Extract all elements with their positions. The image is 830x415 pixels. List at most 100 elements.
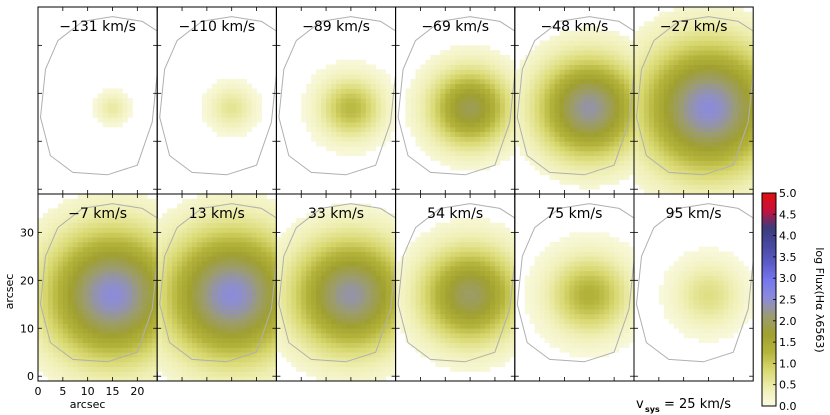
- flux-pixel: [117, 299, 123, 305]
- flux-pixel: [132, 357, 138, 363]
- flux-pixel: [47, 246, 54, 252]
- flux-pixel: [77, 323, 84, 329]
- flux-pixel: [82, 333, 89, 339]
- flux-pixel: [72, 333, 79, 339]
- flux-pixel: [306, 294, 312, 300]
- flux-pixel: [256, 227, 262, 233]
- flux-pixel: [629, 131, 634, 137]
- flux-pixel: [42, 265, 49, 272]
- flux-pixel: [251, 357, 257, 363]
- flux-pixel: [107, 241, 113, 248]
- flux-pixel: [221, 237, 228, 243]
- flux-pixel: [539, 45, 545, 51]
- flux-pixel: [688, 59, 694, 65]
- flux-pixel: [231, 371, 238, 377]
- flux-pixel: [331, 122, 337, 128]
- flux-pixel: [475, 93, 481, 99]
- flux-pixel: [599, 141, 605, 147]
- flux-pixel: [693, 112, 699, 118]
- flux-pixel: [92, 357, 98, 363]
- flux-pixel: [226, 347, 233, 353]
- flux-pixel: [743, 122, 749, 128]
- flux-pixel: [340, 88, 347, 94]
- flux-pixel: [241, 289, 247, 296]
- flux-pixel: [723, 54, 729, 61]
- flux-pixel: [77, 237, 84, 243]
- flux-pixel: [291, 289, 297, 296]
- flux-pixel: [326, 126, 332, 133]
- flux-pixel: [544, 83, 550, 89]
- flux-pixel: [251, 208, 257, 214]
- flux-pixel: [619, 150, 625, 157]
- flux-pixel: [420, 74, 426, 80]
- flux-pixel: [693, 21, 699, 27]
- flux-pixel: [678, 112, 685, 118]
- flux-pixel: [435, 98, 441, 104]
- flux-pixel: [326, 112, 332, 118]
- flux-pixel: [142, 251, 148, 257]
- flux-pixel: [261, 333, 267, 339]
- flux-pixel: [187, 251, 193, 257]
- flux-pixel: [564, 88, 570, 94]
- flux-pixel: [653, 78, 660, 85]
- flux-pixel: [524, 78, 531, 85]
- flux-pixel: [494, 50, 501, 56]
- flux-pixel: [236, 222, 243, 228]
- flux-pixel: [564, 179, 570, 185]
- flux-pixel: [67, 352, 74, 358]
- flux-pixel: [460, 136, 466, 142]
- flux-pixel: [574, 69, 580, 75]
- flux-pixel: [251, 309, 257, 315]
- flux-pixel: [499, 122, 506, 128]
- flux-pixel: [370, 112, 377, 118]
- flux-pixel: [579, 174, 585, 181]
- flux-pixel: [668, 45, 675, 51]
- flux-pixel: [177, 299, 183, 305]
- flux-pixel: [594, 83, 600, 89]
- flux-pixel: [534, 131, 541, 137]
- flux-pixel: [271, 222, 277, 228]
- flux-pixel: [609, 64, 615, 70]
- flux-pixel: [365, 376, 372, 381]
- flux-pixel: [683, 64, 690, 70]
- flux-pixel: [564, 170, 570, 176]
- flux-pixel: [117, 285, 123, 291]
- flux-pixel: [475, 69, 481, 75]
- flux-pixel: [236, 318, 243, 324]
- flux-pixel: [326, 323, 332, 329]
- flux-pixel: [261, 299, 267, 305]
- flux-pixel: [216, 357, 223, 363]
- flux-pixel: [196, 227, 203, 233]
- flux-pixel: [92, 352, 98, 358]
- velocity-label: −89 km/s: [302, 19, 370, 35]
- flux-pixel: [569, 141, 575, 147]
- flux-pixel: [311, 304, 317, 310]
- flux-pixel: [624, 112, 630, 118]
- flux-pixel: [236, 98, 243, 104]
- flux-pixel: [276, 323, 282, 329]
- flux-pixel: [355, 141, 362, 147]
- flux-pixel: [162, 222, 168, 228]
- flux-pixel: [683, 83, 690, 89]
- flux-pixel: [241, 333, 247, 339]
- flux-pixel: [460, 112, 466, 118]
- flux-pixel: [162, 337, 168, 344]
- flux-pixel: [619, 107, 625, 113]
- flux-pixel: [82, 337, 89, 344]
- flux-pixel: [122, 261, 128, 267]
- flux-pixel: [127, 265, 133, 272]
- flux-pixel: [350, 337, 357, 344]
- flux-pixel: [52, 357, 59, 363]
- flux-pixel: [524, 74, 531, 80]
- flux-pixel: [157, 328, 163, 334]
- flux-pixel: [569, 117, 575, 123]
- flux-pixel: [624, 59, 630, 65]
- flux-pixel: [236, 299, 243, 305]
- flux-pixel: [162, 347, 168, 353]
- flux-pixel: [450, 112, 456, 118]
- flux-pixel: [306, 328, 312, 334]
- flux-pixel: [132, 208, 138, 214]
- flux-pixel: [226, 112, 233, 118]
- flux-pixel: [485, 136, 491, 142]
- flux-pixel: [57, 304, 64, 310]
